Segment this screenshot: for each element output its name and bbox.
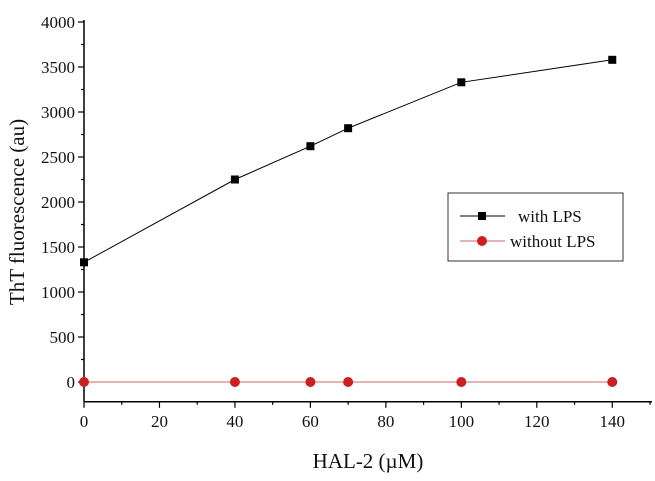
y-tick-label: 1000 (41, 283, 75, 302)
legend-label-with-lps: with LPS (518, 207, 582, 226)
x-tick-label: 80 (377, 412, 394, 431)
x-tick-label: 100 (449, 412, 475, 431)
legend-label-without-lps: without LPS (510, 232, 596, 251)
data-point-without-lps (456, 377, 467, 387)
data-point-without-lps (343, 377, 354, 387)
x-tick-label: 140 (600, 412, 626, 431)
x-axis-label: HAL-2 (µM) (313, 449, 424, 473)
data-point-without-lps (305, 377, 316, 387)
y-tick-label: 3500 (41, 58, 75, 77)
legend-box (447, 192, 624, 262)
x-tick-label: 0 (80, 412, 89, 431)
data-point-with-lps (80, 258, 88, 267)
series-line-with-lps (83, 59, 613, 263)
data-point-without-lps (607, 377, 618, 387)
y-tick-label: 4000 (41, 13, 75, 32)
y-axis-label: ThT fluorescence (au) (5, 119, 29, 305)
series-layer (79, 55, 618, 387)
data-point-without-lps (79, 377, 89, 387)
x-tick-label: 60 (302, 412, 319, 431)
y-tick-label: 2000 (41, 193, 75, 212)
data-point-with-lps (608, 55, 617, 64)
x-tick-label: 40 (226, 412, 243, 431)
y-tick-label: 0 (67, 373, 76, 392)
y-tick-label: 1500 (41, 238, 75, 257)
legend-marker-with-lps (478, 212, 486, 220)
legend: with LPS without LPS (447, 192, 624, 262)
axes: 0 500 1000 1500 2000 2500 3000 3500 4000 0 20 40 60 8… (41, 13, 652, 431)
data-point-with-lps (230, 175, 239, 184)
x-tick-label: 120 (524, 412, 550, 431)
data-point-without-lps (229, 377, 240, 387)
data-point-with-lps (344, 124, 353, 133)
data-point-with-lps (306, 142, 315, 151)
y-tick-label: 3000 (41, 103, 75, 122)
x-tick-label: 20 (151, 412, 168, 431)
data-point-with-lps (457, 78, 466, 87)
y-tick-label: 500 (50, 328, 76, 347)
y-tick-label: 2500 (41, 148, 75, 167)
legend-marker-without-lps (477, 236, 487, 246)
